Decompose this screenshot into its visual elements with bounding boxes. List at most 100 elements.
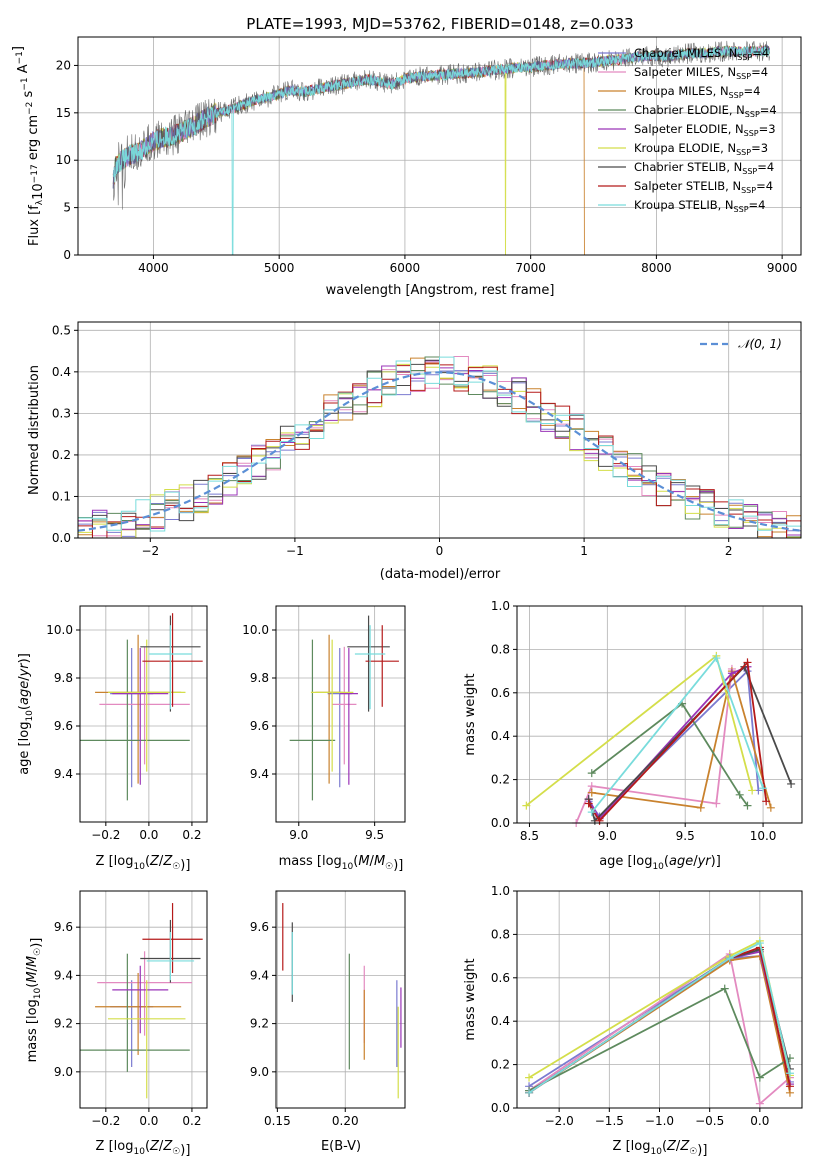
weight-vs-age-series-line xyxy=(591,670,772,809)
legend-entry: Chabrier STELIB, NSSP=4 xyxy=(634,160,774,176)
weight-vs-age-ylabel: mass weight xyxy=(463,673,478,755)
age-vs-z-xtick-label: 0.2 xyxy=(182,828,201,842)
mass-vs-z-xtick-label: −0.2 xyxy=(91,1114,120,1128)
spectrum-series-line xyxy=(112,45,770,255)
age-vs-z-ylabel: age [log10(age/yr)] xyxy=(17,653,35,775)
age-vs-mass-ytick-label: 10.0 xyxy=(242,623,269,637)
svg-text:mass [log10(M/M☉)]: mass [log10(M/M☉)] xyxy=(279,854,404,873)
weight-vs-z-point-marker xyxy=(525,1073,534,1082)
svg-text:age [log10(age/yr)]: age [log10(age/yr)] xyxy=(17,653,35,775)
age-vs-mass-grid xyxy=(276,606,405,822)
age-vs-mass-ytick-label: 9.4 xyxy=(250,767,269,781)
weight-vs-z-series-line xyxy=(528,987,791,1092)
mass-vs-ebv-ytick-label: 9.4 xyxy=(250,968,269,982)
weight-vs-age-point-marker xyxy=(762,797,771,806)
age-vs-z-xlabel: Z [log10(Z/Z☉)] xyxy=(96,854,191,873)
residuals-ytick-label: 0.1 xyxy=(52,489,71,503)
weight-vs-age-xtick-label: 9.5 xyxy=(676,829,695,843)
weight-vs-age-point-marker xyxy=(587,788,596,797)
weight-vs-age-xtick-label: 9.0 xyxy=(598,829,617,843)
weight-vs-age-point-marker xyxy=(522,801,531,810)
legend-entry: Chabrier MILES, NSSP=4 xyxy=(634,46,769,62)
spectrum-ytick-label: 20 xyxy=(56,58,71,72)
weight-vs-age-xtick-label: 8.5 xyxy=(520,829,539,843)
weight-vs-age-point-marker xyxy=(712,654,721,663)
age-vs-mass-ytick-label: 9.8 xyxy=(250,671,269,685)
spectrum-frame xyxy=(77,36,802,256)
spectrum-xtick-label: 7000 xyxy=(515,261,546,275)
mass-vs-z-xtick-label: 0.0 xyxy=(139,1114,158,1128)
weight-vs-age-ytick-label: 0.2 xyxy=(491,773,510,787)
spectrum-ytick-label: 15 xyxy=(56,106,71,120)
mass-vs-ebv-ytick-label: 9.6 xyxy=(250,920,269,934)
weight-vs-age-series-line xyxy=(575,668,733,824)
mass-vs-ebv-ytick-label: 9.2 xyxy=(250,1017,269,1031)
mass-vs-z-xtick-label: 0.2 xyxy=(182,1114,201,1128)
spectrum-series-line xyxy=(112,57,585,255)
mass-vs-ebv-frame xyxy=(275,890,406,1109)
spectrum-lines xyxy=(112,40,771,255)
spectrum-xtick-label: 8000 xyxy=(641,261,672,275)
mass-vs-z-grid xyxy=(80,891,207,1108)
svg-text:Flux [fλ10−17 erg cm−2 s−1 A−1: Flux [fλ10−17 erg cm−2 s−1 A−1] xyxy=(11,46,46,246)
legend-entry: Salpeter STELIB, NSSP=4 xyxy=(634,179,773,195)
weight-vs-z-ytick-label: 0.8 xyxy=(491,927,510,941)
spectrum-ylabel: Flux [fλ10−17 erg cm−2 s−1 A−1] xyxy=(11,46,46,246)
spectrum-xtick-label: 4000 xyxy=(138,261,169,275)
weight-vs-age-point-marker xyxy=(766,803,775,812)
age-vs-z-grid xyxy=(80,606,207,822)
mass-vs-z-xlabel: Z [log10(Z/Z☉)] xyxy=(96,1139,191,1158)
weight-vs-age-point-marker xyxy=(587,769,596,778)
age-vs-z-xtick-label: 0.0 xyxy=(139,828,158,842)
legend-entry: Chabrier ELODIE, NSSP=4 xyxy=(634,103,777,119)
residuals-xlabel: (data-model)/error xyxy=(380,567,501,582)
weight-vs-z-ytick-label: 0.6 xyxy=(491,971,510,985)
mass-vs-ebv-xtick-label: 0.20 xyxy=(332,1114,359,1128)
age-vs-mass-ytick-label: 9.6 xyxy=(250,719,269,733)
residuals-xtick-label: 0 xyxy=(436,544,444,558)
spectrum-ytick-label: 5 xyxy=(63,201,71,215)
weight-vs-z-ytick-label: 0.0 xyxy=(491,1101,510,1115)
svg-text:Z [log10(Z/Z☉)]: Z [log10(Z/Z☉)] xyxy=(96,1139,191,1158)
weight-vs-z-xtick-label: −1.0 xyxy=(645,1114,674,1128)
age-vs-z-errorbars xyxy=(80,613,203,801)
mass-vs-z-ytick-label: 9.2 xyxy=(54,1017,73,1031)
weight-vs-age-ytick-label: 0.0 xyxy=(491,816,510,830)
age-vs-mass-xlabel: mass [log10(M/M☉)] xyxy=(279,854,404,873)
mass-vs-ebv-xlabel: E(B-V) xyxy=(321,1139,361,1154)
weight-vs-z-series-line xyxy=(528,952,791,1106)
age-vs-z-frame xyxy=(79,605,208,823)
svg-text:Z [log10(Z/Z☉)]: Z [log10(Z/Z☉)] xyxy=(96,854,191,873)
weight-vs-z-xlabel: Z [log10(Z/Z☉)] xyxy=(613,1139,708,1158)
mass-vs-z-errorbars xyxy=(80,903,203,1099)
age-vs-z-ytick-label: 9.6 xyxy=(54,719,73,733)
residuals-ytick-label: 0.2 xyxy=(52,448,71,462)
weight-vs-age-point-marker xyxy=(759,784,768,793)
spectrum-xtick-label: 5000 xyxy=(264,261,295,275)
weight-vs-age-ytick-label: 0.4 xyxy=(491,729,510,743)
age-vs-z-xtick-label: −0.2 xyxy=(91,828,120,842)
weight-vs-age-point-marker xyxy=(712,799,721,808)
weight-vs-age-ytick-label: 0.8 xyxy=(491,642,510,656)
mass-vs-ebv-errorbars xyxy=(282,903,402,1099)
svg-text:mass [log10(M/M☉)]: mass [log10(M/M☉)] xyxy=(25,938,44,1063)
weight-vs-age-point-marker xyxy=(584,799,593,808)
svg-text:Z [log10(Z/Z☉)]: Z [log10(Z/Z☉)] xyxy=(613,1139,708,1158)
weight-vs-age-point-marker xyxy=(727,669,736,678)
residuals-ytick-label: 0.0 xyxy=(52,531,71,545)
age-vs-mass-xtick-label: 9.0 xyxy=(289,828,308,842)
weight-vs-age-point-marker xyxy=(748,786,757,795)
weight-vs-z-ylabel: mass weight xyxy=(463,958,478,1040)
mass-vs-z-ylabel: mass [log10(M/M☉)] xyxy=(25,938,44,1063)
weight-vs-age-frame xyxy=(516,605,803,824)
weight-vs-age-point-marker xyxy=(787,779,796,788)
weight-vs-z-xtick-label: −0.5 xyxy=(695,1114,724,1128)
svg-text:mass weight: mass weight xyxy=(463,673,478,755)
weight-vs-z-ytick-label: 0.4 xyxy=(491,1014,510,1028)
legend-entry: Salpeter MILES, NSSP=4 xyxy=(634,65,768,81)
residuals-xtick-label: 2 xyxy=(725,544,733,558)
residuals-hist-series xyxy=(78,356,801,538)
weight-vs-age-point-marker xyxy=(587,808,596,817)
weight-vs-age-series-line xyxy=(591,702,749,807)
